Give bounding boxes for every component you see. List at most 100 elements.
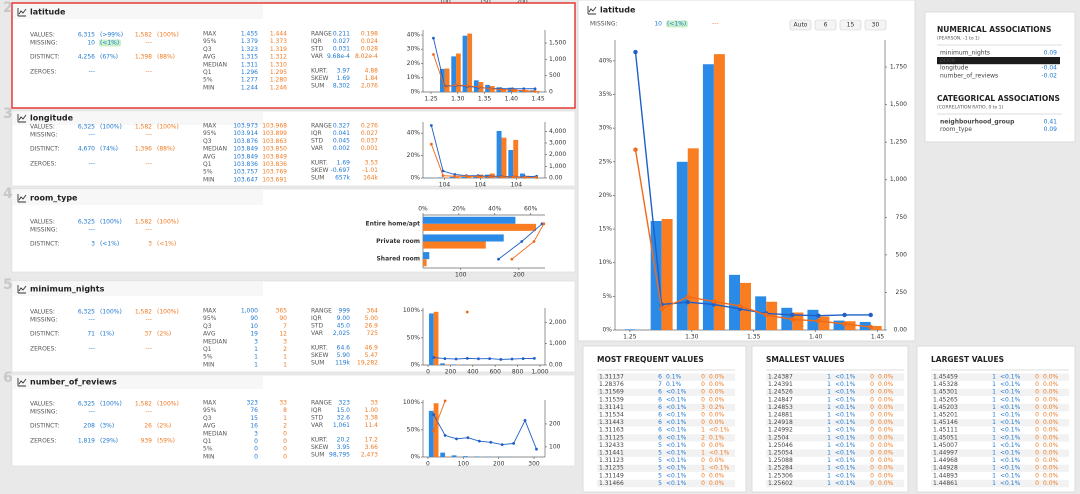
cell-count: 5 [658, 450, 662, 457]
bar [440, 452, 446, 457]
line-dot [523, 175, 527, 179]
stat-label: IQR [311, 315, 322, 322]
stat-label: 95% [203, 130, 217, 137]
cell-pct: 0.0% [878, 480, 894, 487]
line-dot [868, 324, 873, 330]
line-dot [790, 312, 795, 318]
row-band [597, 419, 735, 427]
stat-value: 103.647 [233, 176, 258, 183]
cell-count: 0 [1035, 427, 1039, 434]
y-tick-label: 20% [599, 192, 613, 199]
stat-value: 164k [363, 175, 378, 182]
bin-button[interactable] [789, 19, 812, 31]
stat-value: 1,582 [135, 124, 152, 131]
cell-value: 1.45007 [933, 442, 958, 449]
cell-value: 1.25054 [768, 450, 793, 457]
stat-value: 2,076 [361, 83, 378, 90]
stat-value: 657k [335, 175, 350, 182]
cell-pct: 0.0% [878, 450, 894, 457]
cell-pct: <0.1% [835, 480, 856, 487]
bar [496, 130, 502, 178]
line [433, 414, 537, 450]
bar [449, 176, 455, 178]
line-dot [477, 85, 481, 89]
cell-count: 0 [1035, 381, 1039, 388]
cell-pct: 0.0% [878, 457, 894, 464]
card-title: latitude [30, 8, 66, 17]
stat-pct: (3%) [100, 423, 114, 430]
row-band [766, 449, 904, 457]
stat-value: 0 [283, 430, 287, 437]
bar [451, 56, 457, 92]
bar [440, 363, 445, 365]
stat-label: AVG [203, 423, 216, 430]
cell-count: 1 [827, 450, 831, 457]
cell-pct: 0.0% [1043, 389, 1059, 396]
stat-value: 103.757 [233, 169, 258, 176]
stat-label: AVG [203, 331, 216, 338]
row-band [931, 449, 1069, 457]
stat-value: --- [146, 346, 153, 353]
cell-value: 1.44928 [933, 465, 958, 472]
cell-count: 0 [870, 457, 874, 464]
cell-pct: <0.1% [835, 419, 856, 426]
stat-label: VALUES: [30, 32, 55, 39]
cell-value: 1.31441 [599, 450, 624, 457]
y2-tick-label: 100 [549, 443, 561, 450]
cell-count: 0 [1035, 434, 1039, 441]
cell-value: 1.31466 [599, 480, 624, 487]
stat-value: 32.6 [337, 415, 351, 422]
card-title: minimum_nights [30, 285, 105, 294]
stat-pct: (100%) [157, 124, 179, 131]
cell-count: 6 [658, 396, 662, 403]
bin-button[interactable] [814, 19, 837, 31]
cell-count: 0 [1035, 396, 1039, 403]
cell-count: 0 [1035, 465, 1039, 472]
cell-value: 1.45111 [933, 427, 958, 434]
stat-pct: (<1%) [100, 40, 119, 47]
x-tick-label: 400 [467, 369, 479, 376]
line-dot [532, 240, 536, 243]
stat-value: 33 [370, 400, 378, 407]
cell-value: 1.24918 [768, 419, 793, 426]
cell-count: 1 [992, 381, 996, 388]
stat-pct: (29%) [100, 438, 118, 445]
cell-pct: <0.1% [666, 434, 687, 441]
stat-value: 103.968 [262, 123, 287, 130]
stat-value: 0 [283, 446, 287, 453]
bin-button-label: Auto [794, 22, 808, 29]
cell-pct: 0.0% [1043, 396, 1059, 403]
cell-value: 1.24847 [768, 396, 793, 403]
cell-value: 1.24391 [768, 381, 793, 388]
stat-value: 1,582 [135, 32, 152, 39]
stat-value: 7 [283, 323, 287, 330]
stat-value: --- [89, 161, 96, 168]
line-dot [511, 175, 515, 179]
bin-button[interactable] [864, 19, 887, 31]
bar [423, 259, 427, 267]
y2-tick-label: 1,000 [890, 176, 907, 183]
cell-value: 1.25284 [768, 465, 793, 472]
bar [445, 456, 450, 457]
line-dot [500, 443, 504, 446]
stat-value: 6,325 [78, 401, 95, 408]
x-tick-label: 1.25 [424, 96, 438, 103]
stat-value: 1 [254, 346, 258, 353]
x-tick-label: 60% [524, 206, 538, 213]
cell-pct: 0.0% [709, 419, 725, 426]
stat-value: 1.244 [241, 84, 258, 91]
y2-tick-label: 1,500 [890, 101, 907, 108]
stat-pct: (100%) [157, 219, 179, 226]
bin-button[interactable] [839, 19, 862, 31]
bar [489, 173, 495, 178]
cell-count: 5 [658, 442, 662, 449]
line-dot [868, 312, 873, 318]
cell-value: 1.32433 [599, 442, 624, 449]
line-dot [443, 86, 447, 89]
stat-label: KURT. [311, 160, 328, 167]
x-tick-label: 40% [488, 206, 502, 213]
cell-pct: 0.0% [1043, 374, 1059, 381]
stat-value: 26 [144, 423, 152, 430]
x-tick-label: 1.40 [809, 334, 823, 341]
cell-pct: <0.1% [1000, 465, 1021, 472]
